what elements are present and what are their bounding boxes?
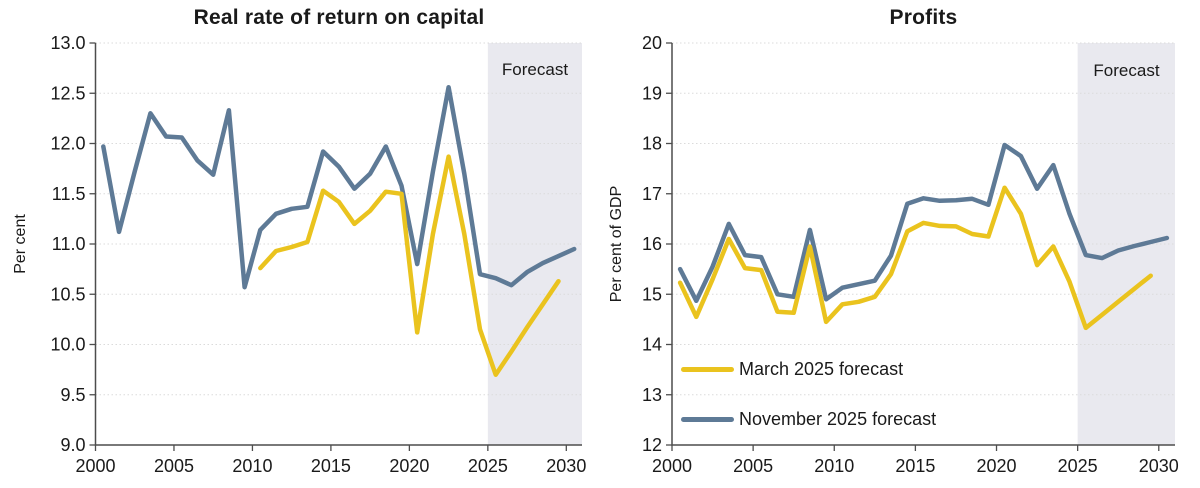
x-tick-label: 2005 xyxy=(154,456,194,476)
x-tick-label: 2020 xyxy=(976,456,1016,476)
legend-label-march-2025: March 2025 forecast xyxy=(739,359,904,379)
x-tick-label: 2015 xyxy=(311,456,351,476)
right-chart-title: Profits xyxy=(889,6,958,29)
y-tick-label: 10.0 xyxy=(50,335,85,355)
y-tick-label: 12.5 xyxy=(50,83,85,103)
x-tick-label: 2025 xyxy=(1058,456,1098,476)
x-tick-label: 2015 xyxy=(895,456,935,476)
legend-swatch-november-2025 xyxy=(681,417,734,422)
y-tick-label: 9.5 xyxy=(60,385,85,405)
x-tick-label: 2030 xyxy=(546,456,586,476)
y-tick-label: 13 xyxy=(642,385,662,405)
y-tick-label: 11.5 xyxy=(52,184,86,204)
y-tick-label: 18 xyxy=(642,134,662,154)
y-tick-label: 11.0 xyxy=(52,234,86,254)
y-tick-label: 20 xyxy=(642,33,662,53)
y-tick-label: 10.5 xyxy=(50,284,85,304)
series-line-march-2025-forecast xyxy=(258,154,561,377)
y-tick-label: 19 xyxy=(642,83,662,103)
y-tick-label: 9.0 xyxy=(60,435,85,455)
y-tick-label: 17 xyxy=(642,184,662,204)
legend-swatch-march-2025 xyxy=(681,367,734,372)
series-line-november-2025-forecast xyxy=(101,84,577,290)
legend-label-november-2025: November 2025 forecast xyxy=(739,409,937,429)
x-tick-label: 2000 xyxy=(75,456,115,476)
right-forecast-band-label: Forecast xyxy=(1093,61,1160,80)
left-y-axis-title: Per cent xyxy=(12,214,29,274)
x-tick-label: 2000 xyxy=(652,456,692,476)
right-y-axis-title: Per cent of GDP xyxy=(608,185,625,303)
series-line-november-2025-forecast xyxy=(677,142,1170,304)
forecast-band xyxy=(1077,43,1175,445)
y-tick-label: 15 xyxy=(642,284,662,304)
x-tick-label: 2025 xyxy=(468,456,508,476)
x-tick-label: 2010 xyxy=(232,456,272,476)
panel-profits: 12 13 14 15 16 17 18 19 20 2000 2005 2010 2015 2020 20… xyxy=(642,33,1179,476)
y-tick-label: 14 xyxy=(642,335,662,355)
y-tick-label: 12.0 xyxy=(50,134,85,154)
y-tick-label: 16 xyxy=(642,234,662,254)
left-chart-title: Real rate of return on capital xyxy=(193,6,485,29)
y-tick-label: 12 xyxy=(642,435,662,455)
panel-rate-of-return: 9.0 9.5 10.0 10.5 11.0 11.5 12.0 12.5 13.0 2000 20… xyxy=(50,33,586,476)
x-tick-label: 2005 xyxy=(733,456,773,476)
series-line-march-2025-forecast xyxy=(677,185,1153,331)
x-tick-label: 2020 xyxy=(389,456,429,476)
x-tick-label: 2030 xyxy=(1139,456,1179,476)
y-tick-label: 13.0 xyxy=(50,33,85,53)
x-tick-label: 2010 xyxy=(814,456,854,476)
left-forecast-band-label: Forecast xyxy=(501,60,569,79)
